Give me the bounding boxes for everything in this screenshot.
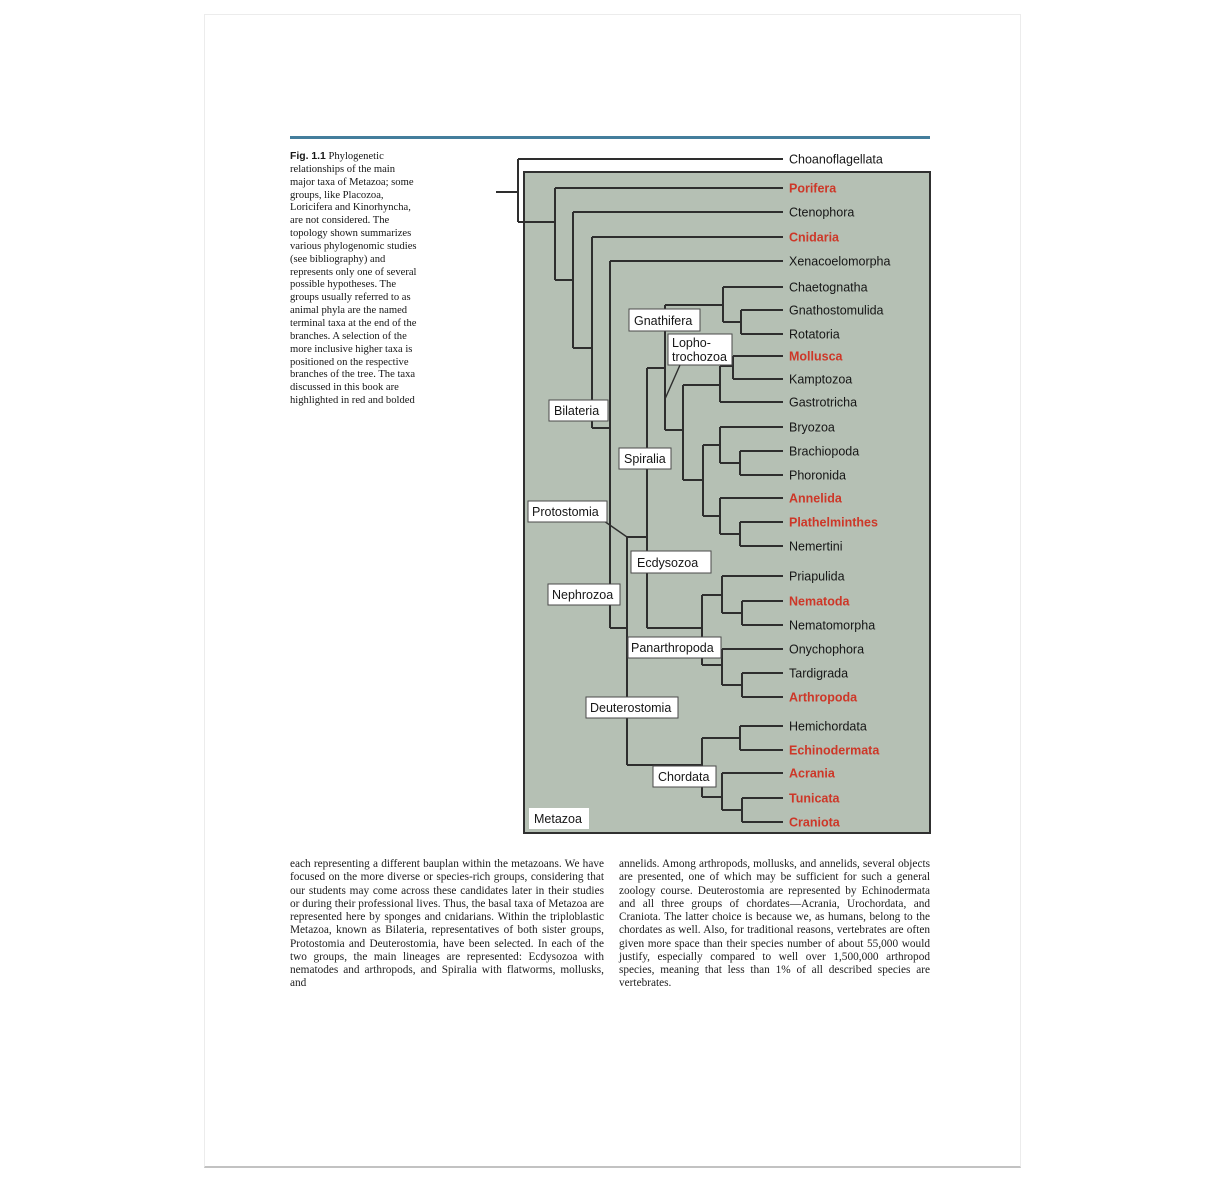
taxon-label: Echinodermata	[789, 744, 880, 758]
taxon-label: Craniota	[789, 816, 841, 830]
clade-label-box	[618, 447, 672, 470]
clade-label: Nephrozoa	[552, 588, 613, 602]
figure-caption: Fig. 1.1 Phylogenetic relationships of t…	[290, 151, 468, 408]
clade-label-box	[547, 583, 621, 606]
taxon-label: Acrania	[789, 767, 836, 781]
taxon-label: Annelida	[789, 492, 843, 506]
taxon-labels: Choanoflagellata Porifera Ctenophora Cni…	[789, 153, 891, 830]
taxon-label: Tunicata	[789, 792, 841, 806]
body-column-left: each representing a different bauplan wi…	[290, 858, 604, 990]
clade-pointer-lines	[603, 364, 681, 538]
clade-label: Metazoa	[534, 812, 582, 826]
clade-label: Bilateria	[554, 404, 599, 418]
taxon-label: Nematomorpha	[789, 619, 875, 633]
clade-label: Lopho-	[672, 336, 711, 350]
clade-label: trochozoa	[672, 350, 727, 364]
clade-labels: Gnathifera Lopho- trochozoa Bilateria Sp…	[527, 308, 733, 829]
taxon-label: Chaetognatha	[789, 281, 868, 295]
taxon-label: Nemertini	[789, 540, 843, 554]
clade-label-box	[527, 500, 608, 523]
figure-caption-text: Phylogenetic relationships of the main m…	[290, 151, 417, 407]
clade-label-box	[652, 765, 717, 788]
taxon-label: Plathelminthes	[789, 516, 878, 530]
taxon-label: Gastrotricha	[789, 396, 857, 410]
taxon-label: Choanoflagellata	[789, 153, 883, 167]
clade-label-box	[628, 308, 701, 332]
taxon-label: Xenacoelomorpha	[789, 255, 891, 269]
taxon-label: Kamptozoa	[789, 373, 852, 387]
taxon-label: Bryozoa	[789, 421, 835, 435]
clade-label-box	[585, 696, 679, 719]
clade-label: Chordata	[658, 770, 709, 784]
clade-label-box	[529, 808, 589, 829]
clade-label-box	[627, 636, 722, 659]
clade-label: Panarthropoda	[631, 641, 714, 655]
clade-label-box	[630, 550, 712, 574]
taxon-label: Gnathostomulida	[789, 304, 884, 318]
taxon-label: Tardigrada	[789, 667, 848, 681]
body-column-right: annelids. Among arthropods, mollusks, an…	[619, 858, 930, 990]
taxon-label: Arthropoda	[789, 691, 858, 705]
taxon-label: Mollusca	[789, 350, 844, 364]
section-rule	[290, 136, 930, 139]
taxon-label: Priapulida	[789, 570, 845, 584]
clade-label: Deuterostomia	[590, 701, 671, 715]
taxon-label: Ctenophora	[789, 206, 854, 220]
taxon-label: Hemichordata	[789, 720, 867, 734]
tree-branch-lines	[496, 158, 783, 823]
taxon-label: Cnidaria	[789, 231, 840, 245]
clade-label: Ecdysozoa	[637, 556, 698, 570]
taxon-label: Brachiopoda	[789, 445, 859, 459]
clade-label-box	[667, 333, 733, 366]
taxon-label: Phoronida	[789, 469, 846, 483]
clade-label: Protostomia	[532, 505, 599, 519]
clade-label-box	[548, 399, 609, 422]
taxon-label: Porifera	[789, 182, 837, 196]
tree-branches	[496, 158, 783, 823]
taxon-label: Onychophora	[789, 643, 864, 657]
taxon-label: Rotatoria	[789, 328, 840, 342]
figure-caption-label: Fig. 1.1	[290, 151, 326, 162]
clade-label: Spiralia	[624, 452, 666, 466]
clade-label: Gnathifera	[634, 314, 692, 328]
taxon-label: Nematoda	[789, 595, 850, 609]
